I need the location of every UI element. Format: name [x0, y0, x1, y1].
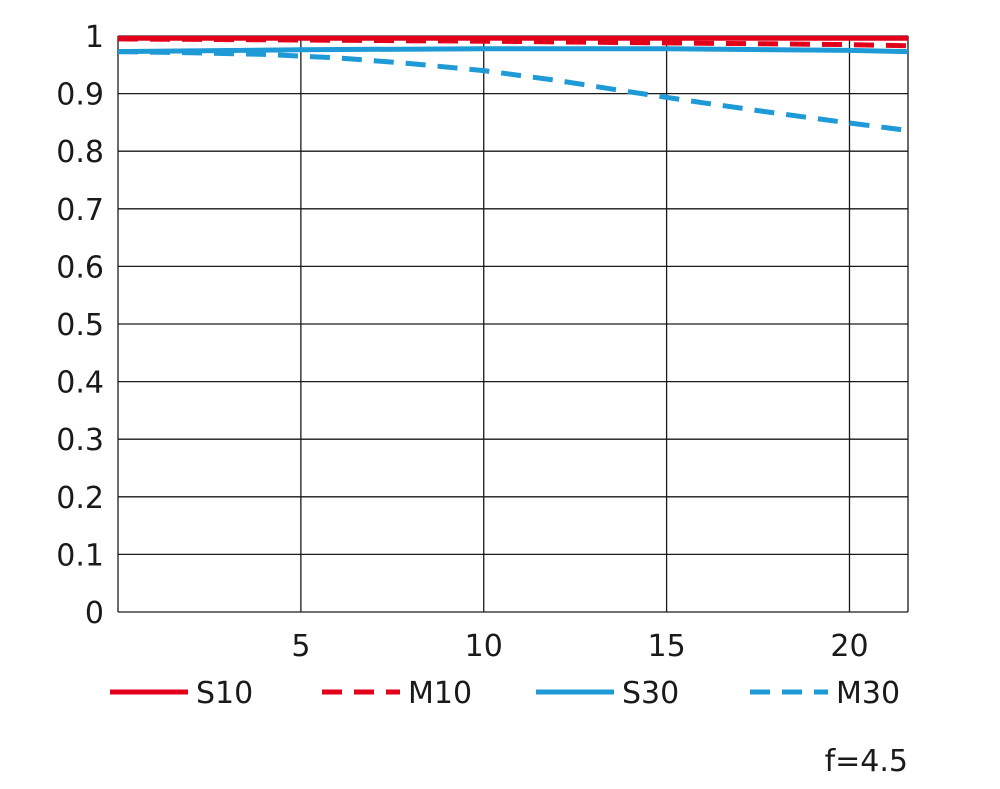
y-tick-label: 1 — [85, 20, 104, 55]
y-tick-label: 0.8 — [56, 135, 104, 170]
legend-label-m30: M30 — [836, 676, 900, 711]
x-tick-label: 10 — [465, 629, 503, 664]
y-tick-label: 0.7 — [56, 193, 104, 228]
legend-label-m10: M10 — [408, 676, 472, 711]
aperture-annotation: f=4.5 — [825, 744, 908, 779]
x-tick-label: 5 — [291, 629, 310, 664]
axis-tick-labels: 00.10.20.30.40.50.60.70.80.915 10 15 20 — [56, 20, 868, 664]
series-line-m30 — [117, 49, 909, 133]
y-tick-label: 0.3 — [56, 423, 104, 458]
y-tick-label: 0.5 — [56, 308, 104, 343]
legend-label-s30: S30 — [622, 676, 679, 711]
series-lines — [117, 35, 909, 133]
y-tick-label: 0.4 — [56, 366, 104, 401]
y-tick-label: 0 — [85, 596, 104, 631]
y-tick-label: 0.9 — [56, 78, 104, 113]
y-tick-label: 0.2 — [56, 481, 104, 516]
series-line-m10 — [117, 36, 909, 49]
y-tick-label: 0.6 — [56, 250, 104, 285]
legend: S10 M10 S30 M30 — [110, 676, 900, 711]
series-line-s30 — [117, 46, 909, 55]
x-tick-label: 20 — [830, 629, 868, 664]
grid — [117, 35, 909, 613]
y-tick-label: 0.1 — [56, 538, 104, 573]
x-tick-label: 15 — [648, 629, 686, 664]
legend-label-s10: S10 — [196, 676, 253, 711]
